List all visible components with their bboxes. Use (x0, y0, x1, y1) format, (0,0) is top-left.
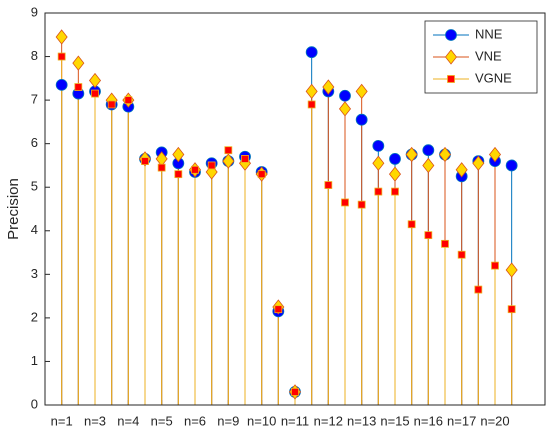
y-tick-label: 3 (31, 266, 38, 281)
x-tick-label: n=4 (117, 413, 139, 428)
stem-marker (355, 83, 368, 100)
y-tick-label: 2 (31, 309, 38, 324)
stem-marker (389, 153, 401, 165)
x-tick-label: n=11 (281, 413, 309, 428)
stem-marker (172, 146, 185, 163)
x-tick-label: n=9 (217, 413, 239, 428)
stem-marker (307, 100, 316, 109)
stem-marker (372, 155, 385, 171)
y-tick-label: 5 (31, 179, 38, 194)
stem-marker (422, 144, 435, 157)
stem-marker (305, 83, 318, 100)
stem-marker (507, 305, 516, 314)
stem-marker (441, 239, 449, 248)
stem-marker (491, 261, 499, 270)
y-tick-label: 7 (31, 92, 38, 107)
legend-marker (445, 29, 457, 41)
stem-marker (124, 96, 133, 105)
stem-marker (191, 165, 199, 174)
stem-marker (472, 155, 485, 171)
y-tick-label: 0 (31, 396, 38, 411)
stem-marker (338, 101, 352, 117)
stem-marker (438, 146, 452, 163)
x-tick-label: n=15 (380, 413, 409, 428)
stem-marker (488, 146, 502, 163)
stem-marker (88, 72, 102, 89)
stem-marker (72, 55, 85, 71)
stem-marker (424, 231, 433, 240)
legend-label: VNE (475, 48, 502, 63)
x-tick-label: n=1 (51, 413, 73, 428)
stem-marker (505, 159, 518, 172)
x-tick-label: n=17 (447, 413, 476, 428)
x-tick-label: n=3 (84, 413, 106, 428)
stem-marker (422, 157, 435, 174)
plot-frame (44, 12, 546, 406)
stem-marker (322, 79, 335, 95)
legend-marker (444, 49, 458, 65)
stem-marker (339, 89, 351, 102)
stem-marker (341, 198, 349, 207)
stem-marker (224, 146, 233, 155)
legend-marker (447, 75, 455, 83)
stem-marker (74, 83, 83, 91)
stem-marker (457, 250, 466, 259)
stem-marker (91, 89, 99, 98)
y-tick-label: 9 (31, 4, 38, 19)
stem-marker (174, 170, 183, 179)
stem-marker (291, 388, 299, 396)
stem-marker (305, 46, 318, 59)
stem-marker (355, 113, 368, 126)
y-tick-label: 8 (31, 48, 38, 63)
x-tick-label: n=16 (414, 413, 443, 428)
y-tick-label: 1 (31, 353, 38, 368)
stem-marker (57, 52, 66, 61)
y-tick-label: 4 (31, 222, 38, 237)
legend-label: VGNE (475, 70, 512, 85)
legend-label: NNE (475, 26, 503, 41)
x-tick-label: n=5 (151, 413, 173, 428)
x-tick-label: n=12 (314, 413, 343, 428)
stem-marker (55, 78, 68, 91)
stem-marker (405, 146, 418, 163)
x-tick-label: n=13 (347, 413, 376, 428)
stem-marker (391, 187, 399, 196)
stem-marker (407, 220, 416, 229)
y-axis-label: Precision (5, 178, 22, 240)
stem-marker (107, 100, 116, 109)
stem-marker (505, 262, 518, 278)
stem-marker (388, 166, 402, 182)
x-tick-label: n=6 (184, 413, 206, 428)
y-tick-label: 6 (31, 135, 38, 150)
stem-marker (222, 153, 235, 169)
stem-marker (241, 155, 249, 163)
stem-marker (157, 163, 166, 172)
stem-marker (141, 157, 149, 165)
stem-marker (474, 285, 483, 294)
stem-marker (55, 29, 68, 45)
stem-marker (455, 162, 468, 178)
x-tick-label: n=20 (480, 413, 509, 428)
x-tick-label: n=10 (247, 413, 276, 428)
stem-marker (274, 305, 283, 314)
stem-marker (257, 170, 266, 179)
stem-marker (372, 139, 385, 152)
stem-marker (324, 181, 333, 189)
stem-marker (207, 161, 216, 170)
stem-marker (357, 200, 366, 209)
stem-marker (374, 187, 383, 196)
